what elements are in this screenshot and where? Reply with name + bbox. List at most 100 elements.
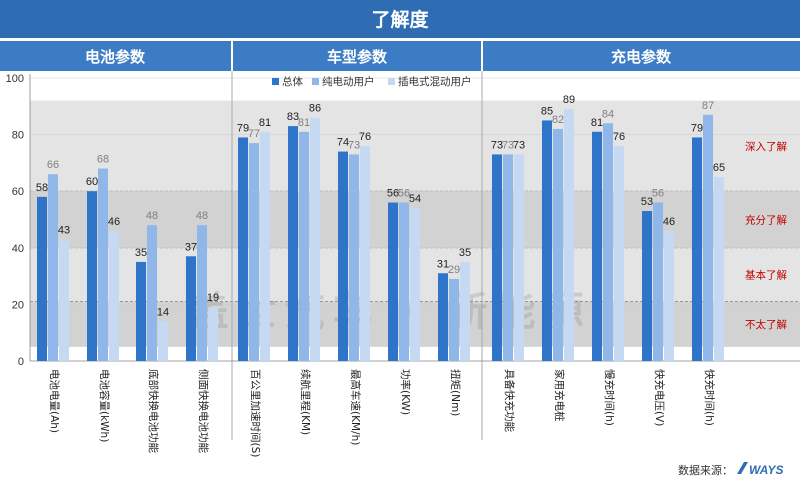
data-label: 48 [196, 210, 208, 222]
bar [438, 273, 448, 361]
data-label: 14 [157, 306, 169, 318]
category-label: 底部快换电池功能 [147, 369, 160, 453]
bar [299, 131, 309, 361]
bar [642, 211, 652, 361]
data-label: 77 [248, 128, 260, 140]
data-label: 56 [652, 188, 664, 200]
data-label: 56 [398, 188, 410, 200]
bar [542, 120, 552, 361]
category-label: 侧面快换电池功能 [197, 369, 210, 453]
bar [349, 154, 359, 361]
legend: 总体 纯电动用户 插电式混动用户 [272, 75, 472, 88]
category-label: 慢充时间(h) [603, 369, 616, 426]
bar [98, 168, 108, 361]
category-label: 电池电量(Ah) [48, 369, 61, 433]
bar [197, 225, 207, 361]
category-label: 扭矩(Nm) [449, 369, 462, 416]
y-tick-label: 80 [12, 130, 24, 142]
data-label: 31 [437, 258, 449, 270]
bar [109, 230, 119, 361]
data-label: 79 [691, 122, 703, 134]
ways-logo: WAYS [737, 462, 783, 477]
data-label: 19 [207, 292, 219, 304]
y-tick-label: 0 [18, 356, 24, 368]
section-dividers [231, 71, 483, 440]
source-brand: WAYS [749, 463, 783, 477]
data-label: 48 [146, 210, 158, 222]
data-label: 82 [552, 114, 564, 126]
category-label: 功率(KW) [399, 369, 412, 415]
section-header-model: 车型参数 [327, 48, 388, 66]
level-label: 深入了解 [745, 140, 787, 153]
category-label: 电池容量(kWh) [98, 369, 111, 442]
data-label: 46 [108, 216, 120, 228]
bar [592, 131, 602, 361]
data-label: 73 [502, 139, 514, 151]
bar [310, 117, 320, 362]
level-band [30, 100, 800, 192]
data-label: 66 [47, 159, 59, 171]
data-label: 81 [591, 117, 603, 129]
category-label: 具备快充功能 [503, 369, 516, 432]
bar [514, 154, 524, 361]
legend-entry: 插电式混动用户 [398, 75, 472, 88]
section-header-model-bg [233, 41, 481, 71]
data-label: 89 [563, 94, 575, 106]
bar [388, 202, 398, 361]
bar [186, 256, 196, 361]
bar [360, 145, 370, 361]
data-label: 81 [259, 117, 271, 129]
bar [714, 177, 724, 361]
y-tick-label: 60 [12, 186, 24, 198]
bar [614, 145, 624, 361]
bar [338, 151, 348, 361]
bar [249, 143, 259, 361]
data-label: 81 [298, 117, 310, 129]
bar [158, 321, 168, 361]
bar [603, 123, 613, 361]
level-label: 不太了解 [745, 318, 787, 331]
data-label: 58 [36, 182, 48, 194]
data-label: 65 [713, 162, 725, 174]
data-label: 76 [613, 131, 625, 143]
data-label: 54 [409, 193, 421, 205]
data-label: 29 [448, 264, 460, 276]
data-label: 60 [86, 176, 98, 188]
category-label: 家用充电桩 [553, 369, 566, 422]
category-label: 续航里程(KM) [299, 369, 312, 435]
bars [37, 109, 724, 362]
y-tick-label: 20 [12, 299, 24, 311]
category-label: 最高车速(KM/h) [349, 369, 362, 445]
section-headers: 电池参数 车型参数 充电参数 [0, 41, 800, 71]
data-label: 73 [491, 139, 503, 151]
data-label: 83 [287, 111, 299, 123]
data-label: 43 [58, 224, 70, 236]
legend-swatch [312, 78, 319, 85]
chart-title: 了解度 [371, 8, 429, 31]
data-label: 79 [237, 122, 249, 134]
bar [492, 154, 502, 361]
section-header-charging-bg [483, 41, 800, 71]
legend-swatch [272, 78, 279, 85]
source-label: 数据来源： [678, 463, 733, 477]
header-bar [0, 0, 800, 38]
bar [147, 225, 157, 361]
bar [238, 137, 248, 361]
section-header-battery-bg [0, 41, 231, 71]
data-label: 53 [641, 196, 653, 208]
category-label: 快充时间(h) [703, 369, 716, 426]
data-label: 74 [337, 137, 349, 149]
bar [399, 202, 409, 361]
bar [87, 191, 97, 361]
bar [460, 261, 470, 361]
bar [503, 154, 513, 361]
data-label: 76 [359, 131, 371, 143]
bar [703, 114, 713, 361]
bar [260, 131, 270, 361]
data-label: 37 [185, 241, 197, 253]
data-label: 73 [513, 139, 525, 151]
legend-entry: 总体 [282, 75, 303, 88]
